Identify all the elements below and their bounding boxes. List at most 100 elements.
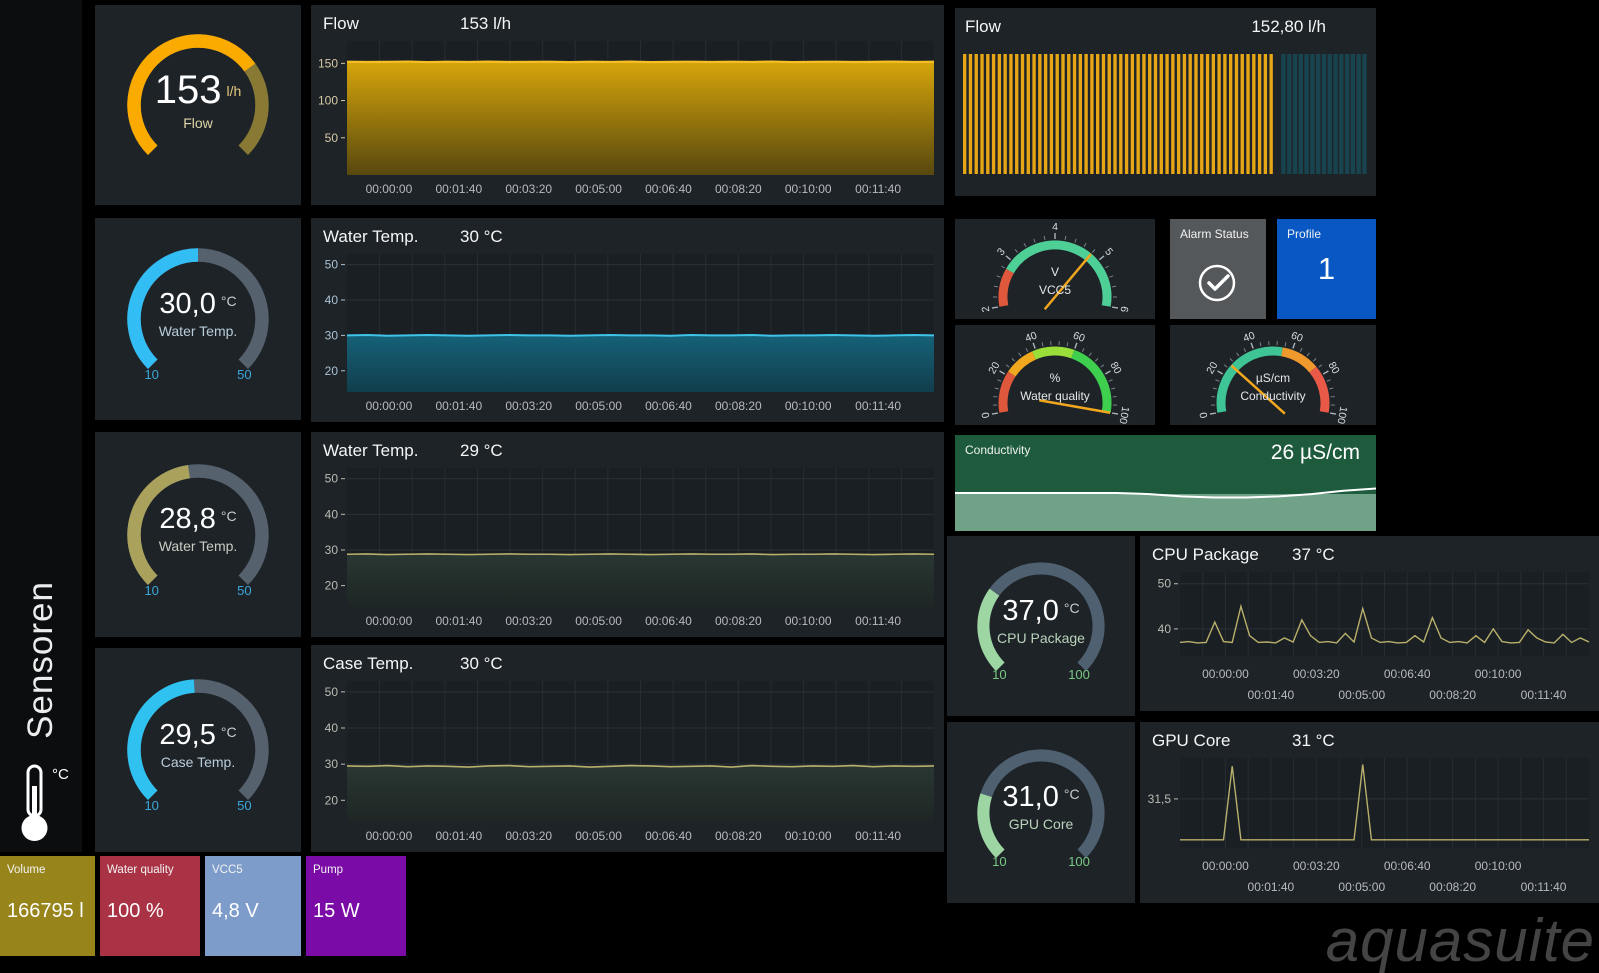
svg-text:00:01:40: 00:01:40: [435, 399, 482, 413]
volume-tile: Volume 166795 l: [0, 856, 95, 956]
svg-text:00:05:00: 00:05:00: [575, 614, 622, 628]
volume-tile-value: 166795 l: [7, 900, 84, 922]
thermometer-icon: [21, 764, 48, 841]
water-temp2-gauge-ring: [127, 463, 269, 585]
svg-text:20: 20: [1204, 360, 1220, 376]
water-temp-chart-title: Water Temp.: [323, 227, 419, 246]
svg-text:50: 50: [325, 685, 339, 699]
water-temp2-chart-plot: 50 40 30 20 00:00:00 00:01:40 00:03:20 00:05:00…: [325, 468, 935, 628]
svg-text:150: 150: [318, 56, 338, 70]
svg-text:00:03:20: 00:03:20: [505, 399, 552, 413]
svg-text:00:00:00: 00:00:00: [366, 614, 413, 628]
svg-text:00:05:00: 00:05:00: [575, 182, 622, 196]
svg-text:00:01:40: 00:01:40: [1248, 880, 1295, 894]
page-title: Sensoren: [21, 581, 60, 739]
gpu-core-gauge-card: 31,0 °C GPU Core 10 100: [947, 722, 1135, 903]
check-icon: [1198, 264, 1236, 302]
svg-text:00:01:40: 00:01:40: [1248, 688, 1295, 702]
cpu-package-gauge-card: 37,0 °C CPU Package 10 100: [947, 536, 1135, 716]
svg-text:4: 4: [1052, 221, 1058, 233]
svg-text:00:10:00: 00:10:00: [785, 614, 832, 628]
case-temp-gauge-max: 50: [237, 798, 252, 814]
flow-chart-card: Flow 153 l/h 150 100 50 00:00:00 00:01:40 00:0…: [311, 5, 944, 205]
svg-text:00:08:20: 00:08:20: [715, 182, 762, 196]
svg-text:00:00:00: 00:00:00: [366, 399, 413, 413]
vcc5-tile-label: VCC5: [212, 864, 243, 876]
svg-text:00:03:20: 00:03:20: [505, 614, 552, 628]
water-temp2-gauge-max: 50: [237, 583, 252, 599]
svg-text:00:11:40: 00:11:40: [1521, 688, 1567, 702]
water-quality-tile-value: 100 %: [107, 900, 164, 922]
pump-tile: Pump 15 W: [306, 856, 406, 956]
svg-text:00:06:40: 00:06:40: [645, 182, 692, 196]
water-temp-chart-card: Water Temp. 30 °C 50 40 30 20 00:00:00 00:01:4…: [311, 218, 944, 422]
water-temp2-gauge-card: 28,8 °C Water Temp. 10 50: [95, 432, 301, 637]
svg-text:30: 30: [325, 543, 339, 557]
water-temp-chart-plot: 50 40 30 20 00:00:00 00:01:40 00:03:20 00:05:00…: [325, 254, 935, 413]
flow-gauge-ring: [127, 34, 269, 155]
flow-bars-card: Flow 152,80 l/h: [955, 8, 1376, 196]
water-temp-gauge-ring: [127, 248, 269, 370]
svg-text:100: 100: [1334, 405, 1349, 424]
gpu-core-chart-plot: 31,5 00:00:00 00:01:40 00:03:20 00:05:00 00:0…: [1148, 758, 1589, 894]
svg-text:6: 6: [1117, 305, 1130, 313]
svg-text:00:10:00: 00:10:00: [785, 829, 832, 843]
svg-text:00:00:00: 00:00:00: [366, 182, 413, 196]
svg-text:00:03:20: 00:03:20: [1293, 859, 1340, 873]
svg-text:100: 100: [318, 94, 338, 108]
water-temp-gauge-max: 50: [237, 366, 252, 382]
pump-tile-value: 15 W: [313, 900, 360, 922]
conductivity-dial-card: 0 20 40 60 80 100 µS/cm Conductivity: [1170, 325, 1376, 425]
case-temp-chart-plot: 50 40 30 20 00:00:00 00:01:40 00:03:20 00:05:00…: [325, 681, 935, 843]
conductivity-banner-card: Conductivity 26 µS/cm: [955, 435, 1376, 531]
svg-text:00:01:40: 00:01:40: [435, 829, 482, 843]
svg-text:00:08:20: 00:08:20: [715, 829, 762, 843]
svg-text:00:10:00: 00:10:00: [1475, 667, 1522, 681]
svg-text:2: 2: [980, 305, 993, 313]
svg-text:40: 40: [325, 293, 339, 307]
conductivity-banner-lower: [955, 494, 1376, 531]
conductivity-banner-line: [955, 487, 1376, 499]
vcc5-tile: VCC5 4,8 V: [205, 856, 301, 956]
svg-text:00:03:20: 00:03:20: [1293, 667, 1340, 681]
flow-chart-plot: 150 100 50 00:00:00 00:01:40 00:03:20 00:05:00…: [318, 41, 935, 196]
case-temp-chart-card: Case Temp. 30 °C 50 40 30 20 00:00:00 00:01:40…: [311, 645, 944, 852]
svg-text:00:11:40: 00:11:40: [855, 399, 901, 413]
alarm-status-label: Alarm Status: [1180, 227, 1249, 241]
svg-text:20: 20: [325, 579, 339, 593]
profile-tile[interactable]: Profile 1: [1277, 219, 1376, 319]
case-temp-chart-value: 30 °C: [460, 654, 503, 673]
conductivity-banner-value: 26 µS/cm: [1270, 441, 1360, 464]
svg-text:0: 0: [1198, 411, 1211, 419]
svg-text:00:06:40: 00:06:40: [1384, 859, 1431, 873]
svg-text:00:06:40: 00:06:40: [645, 399, 692, 413]
svg-text:40: 40: [1158, 622, 1172, 636]
cpu-package-gauge-max: 100: [1068, 666, 1090, 682]
water-temp2-chart-card: Water Temp. 29 °C 50 40 30 20 00:00:00 00:01:4…: [311, 432, 944, 637]
case-temp-gauge-ring: [127, 679, 269, 801]
water-quality-tile: Water quality 100 %: [100, 856, 200, 956]
svg-text:00:10:00: 00:10:00: [1475, 859, 1522, 873]
svg-text:00:08:20: 00:08:20: [1429, 880, 1476, 894]
svg-text:40: 40: [1242, 330, 1257, 345]
flow-bars-plot: [963, 54, 1367, 174]
flow-gauge-card: 153 l/h Flow: [95, 5, 301, 205]
aquasuite-watermark: aquasuite: [1325, 907, 1595, 973]
svg-text:80: 80: [1108, 360, 1124, 376]
svg-text:60: 60: [1071, 330, 1086, 345]
svg-text:40: 40: [1024, 330, 1039, 345]
svg-text:00:11:40: 00:11:40: [855, 829, 901, 843]
case-temp-chart-title: Case Temp.: [323, 654, 414, 673]
water-temp-chart-value: 30 °C: [460, 227, 503, 246]
alarm-status-tile[interactable]: Alarm Status: [1170, 219, 1266, 319]
flow-bars-title: Flow: [965, 17, 1001, 36]
svg-text:40: 40: [325, 507, 339, 521]
svg-text:00:05:00: 00:05:00: [575, 829, 622, 843]
svg-text:100: 100: [1116, 405, 1131, 424]
svg-text:00:06:40: 00:06:40: [645, 614, 692, 628]
svg-text:50: 50: [1158, 577, 1172, 591]
profile-label: Profile: [1287, 227, 1322, 241]
svg-text:00:00:00: 00:00:00: [1202, 859, 1249, 873]
